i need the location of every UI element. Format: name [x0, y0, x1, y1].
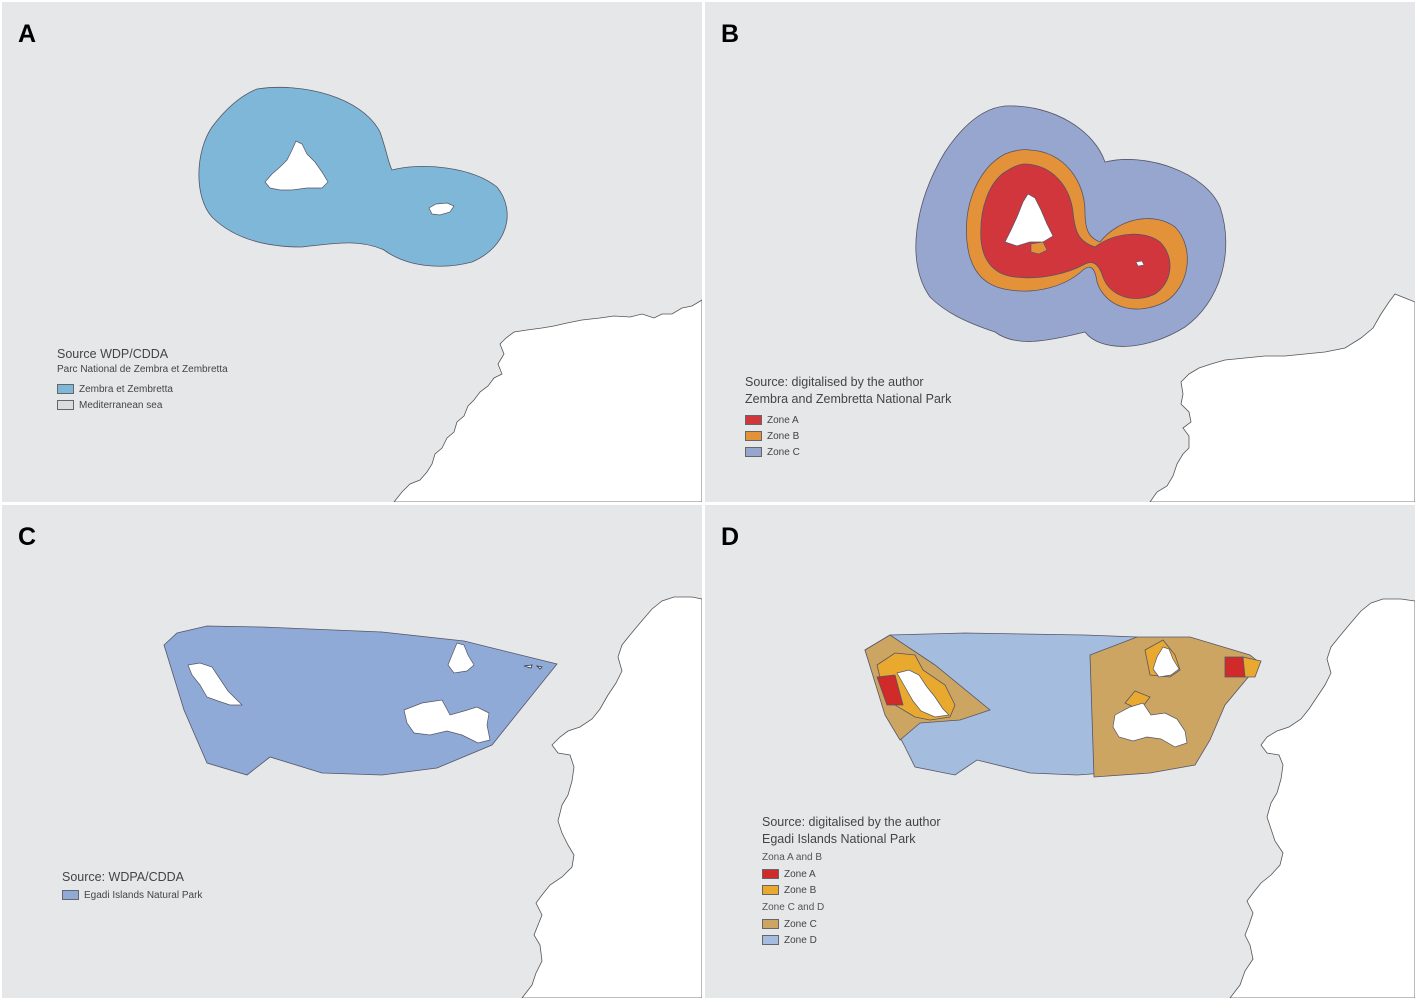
- legend-title: Parc National de Zembra et Zembretta: [57, 364, 228, 375]
- legend-label: Zone B: [784, 884, 817, 896]
- legend: Source: digitalised by the author Egadi …: [762, 815, 941, 948]
- legend-label: Mediterranean sea: [79, 399, 163, 411]
- zembretta-island: [1135, 260, 1145, 267]
- map-panel-a: A Source WDP/CDDA Parc National de Zembr…: [2, 2, 702, 502]
- legend-label: Zone C: [784, 918, 817, 930]
- mainland-coast: [1149, 293, 1415, 502]
- legend-item: Zone C: [762, 916, 941, 932]
- mainland-coast: [521, 596, 702, 998]
- legend-swatch: [762, 935, 779, 945]
- map-panel-d: D Source: digitalised by the author Egad…: [705, 505, 1415, 998]
- panel-label: B: [721, 20, 740, 48]
- legend-swatch: [745, 447, 762, 457]
- zone-c-east: [1089, 636, 1261, 778]
- legend-item: Zone A: [762, 866, 941, 882]
- map-a: [198, 86, 702, 502]
- zone-b-east: [1242, 656, 1262, 678]
- legend-item: Zone D: [762, 932, 941, 948]
- legend-swatch: [745, 415, 762, 425]
- marettimo-island: [896, 669, 950, 718]
- zembretta-island: [428, 202, 455, 216]
- zone-a-west: [876, 674, 904, 706]
- legend-swatch: [762, 919, 779, 929]
- panel-label: D: [721, 523, 740, 551]
- panel-label: A: [18, 20, 37, 48]
- legend-label: Zembra et Zembretta: [79, 383, 173, 395]
- legend-source: Source: digitalised by the author: [745, 375, 924, 389]
- map-b: [915, 105, 1415, 502]
- legend-label: Egadi Islands Natural Park: [84, 889, 203, 901]
- legend-swatch: [62, 890, 79, 900]
- islet: [523, 664, 543, 670]
- map-c: [163, 596, 702, 998]
- legend-label: Zone B: [767, 430, 800, 442]
- legend-swatch: [762, 885, 779, 895]
- zembra-island: [1004, 193, 1054, 247]
- legend-title: Zembra and Zembretta National Park: [745, 392, 952, 406]
- legend-title: Egadi Islands National Park: [762, 832, 916, 846]
- legend-item: Zembra et Zembretta: [57, 381, 228, 397]
- map-panel-b: B Source: digitalised by the author Zemb…: [705, 2, 1415, 502]
- marettimo-island: [187, 662, 243, 706]
- favignana-island: [403, 699, 491, 744]
- legend-item: Zone B: [745, 428, 951, 444]
- legend-swatch: [762, 869, 779, 879]
- legend-group-label: Zona A and B: [762, 852, 823, 863]
- map-d: [864, 598, 1415, 998]
- legend: Source WDP/CDDA Parc National de Zembra …: [57, 347, 228, 413]
- legend-label: Zone D: [784, 934, 817, 946]
- levanzo-island: [1152, 646, 1180, 678]
- legend-swatch: [57, 400, 74, 410]
- legend-swatch: [57, 384, 74, 394]
- legend: Source: WDPA/CDDA Egadi Islands Natural …: [62, 870, 202, 903]
- mainland-coast: [1229, 598, 1415, 998]
- legend-source: Source: WDPA/CDDA: [62, 870, 185, 884]
- legend-item: Zone C: [745, 444, 951, 460]
- map-panel-c: C Source: WDPA/CDDA Egadi Islands Natura…: [2, 505, 702, 998]
- mainland-coast: [393, 299, 702, 502]
- legend-label: Zone A: [784, 868, 816, 880]
- legend-source: Source: digitalised by the author: [762, 815, 941, 829]
- legend-label: Zone C: [767, 446, 800, 458]
- legend: Source: digitalised by the author Zembra…: [745, 375, 951, 460]
- zembra-zembretta-protected-area: [198, 86, 508, 267]
- legend-item: Zone B: [762, 882, 941, 898]
- levanzo-island: [447, 642, 475, 674]
- zone-a-east: [1224, 656, 1246, 678]
- favignana-island: [1112, 702, 1188, 748]
- legend-swatch: [745, 431, 762, 441]
- legend-item: Egadi Islands Natural Park: [62, 887, 202, 903]
- legend-source: Source WDP/CDDA: [57, 347, 169, 361]
- legend-group-label: Zone C and D: [762, 902, 825, 913]
- panel-label: C: [18, 523, 37, 551]
- legend-item: Mediterranean sea: [57, 397, 228, 413]
- legend-label: Zone A: [767, 414, 799, 426]
- zembra-island: [264, 140, 329, 191]
- legend-item: Zone A: [745, 412, 951, 428]
